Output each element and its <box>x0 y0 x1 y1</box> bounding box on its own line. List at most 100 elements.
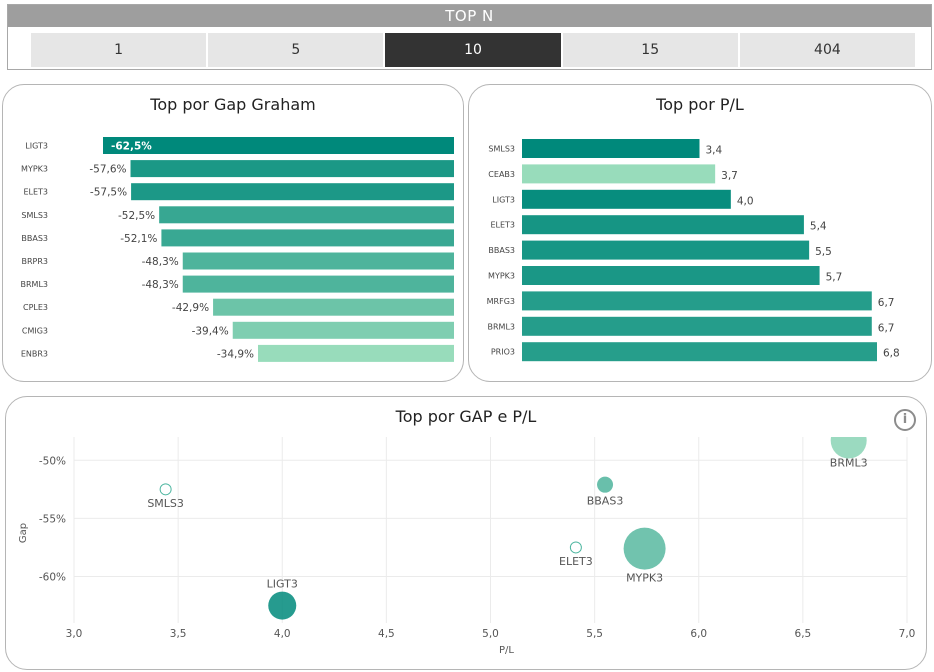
scatter-point-label: SMLS3 <box>147 497 184 510</box>
pl-value-label: 6,7 <box>878 322 895 334</box>
pl-bar <box>522 240 810 260</box>
gap-category-label: ENBR3 <box>21 349 48 358</box>
scatter-points <box>159 422 867 620</box>
pl-bar <box>522 189 731 209</box>
pl-category-label: BBAS3 <box>488 246 515 255</box>
gap-graham-chart: LIGT3 -62,5% MYPK3 -57,6% ELET3 -57,5% SMLS3 -5… <box>21 137 454 362</box>
scatter-point-label: LIGT3 <box>267 578 298 591</box>
gap-category-label: MYPK3 <box>21 165 48 174</box>
pl-bar <box>522 291 872 311</box>
gap-value-label: -34,9% <box>217 348 254 360</box>
top-n-option-404[interactable]: 404 <box>739 33 916 67</box>
top-n-header: TOP N <box>8 5 931 27</box>
pl-bar <box>522 342 877 362</box>
gap-bar <box>103 137 454 154</box>
info-icon[interactable]: i <box>894 409 916 431</box>
gap-bar <box>213 298 454 316</box>
gap-value-label: -42,9% <box>172 302 209 314</box>
top-n-options: 1 5 10 15 404 <box>31 33 916 67</box>
gap-bar <box>182 252 454 270</box>
gap-bar <box>232 321 454 339</box>
pl-bar <box>522 215 804 235</box>
pl-category-label: PRIO3 <box>491 348 515 357</box>
pl-category-label: LIGT3 <box>492 195 515 204</box>
scatter-point[interactable] <box>569 541 582 554</box>
gap-category-label: BBAS3 <box>21 234 48 243</box>
pl-bar <box>522 164 716 184</box>
top-n-option-15[interactable]: 15 <box>562 33 738 67</box>
pl-chart: SMLS3 3,4 CEAB3 3,7 LIGT3 4,0 ELET3 5,4 BBAS3 5,5… <box>487 139 900 362</box>
x-tick-label: 4,5 <box>378 628 395 640</box>
gap-value-label: -62,5% <box>111 141 152 153</box>
gap-category-label: CMIG3 <box>22 326 48 335</box>
x-tick-label: 5,5 <box>586 628 603 640</box>
pl-category-label: MRFG3 <box>487 297 515 306</box>
gap-category-label: LIGT3 <box>25 142 48 151</box>
y-tick-label: -60% <box>39 572 66 584</box>
pl-value-label: 5,7 <box>826 272 843 284</box>
y-tick-label: -55% <box>39 513 66 525</box>
gap-pl-scatter-chart: 3,0 3,5 4,0 4,5 5,0 5,5 6,0 6,5 7,0 -50% -55% -60% P… <box>18 422 916 656</box>
x-tick-label: 5,0 <box>482 628 499 640</box>
gap-value-label: -57,6% <box>89 164 126 176</box>
scatter-point-label: BRML3 <box>830 456 868 469</box>
gap-bar <box>258 344 454 362</box>
scatter-point-label: ELET3 <box>559 555 593 568</box>
top-n-option-10[interactable]: 10 <box>385 33 561 67</box>
y-axis-title: Gap <box>18 523 29 543</box>
pl-category-label: SMLS3 <box>488 145 515 154</box>
scatter-point-label: MYPK3 <box>626 572 663 585</box>
pl-category-label: BRML3 <box>488 322 516 331</box>
gap-value-label: -52,5% <box>118 210 155 222</box>
pl-value-label: 6,7 <box>878 297 895 309</box>
scatter-point[interactable] <box>597 476 614 493</box>
gap-value-label: -52,1% <box>120 233 157 245</box>
gap-bar <box>161 229 454 247</box>
gap-category-label: SMLS3 <box>21 211 48 220</box>
gap-graham-title: Top por Gap Graham <box>150 95 316 114</box>
gap-graham-card: Top por Gap Graham LIGT3 -62,5% MYPK3 -57,6… <box>2 84 464 382</box>
gap-bar <box>159 206 454 224</box>
scatter-point[interactable] <box>830 422 867 459</box>
top-n-option-1[interactable]: 1 <box>31 33 207 67</box>
pl-value-label: 4,0 <box>737 195 754 207</box>
gap-category-label: BRPR3 <box>21 257 48 266</box>
x-tick-label: 6,5 <box>795 628 812 640</box>
pl-value-label: 3,4 <box>706 145 723 157</box>
scatter-point[interactable] <box>623 527 666 570</box>
x-tick-label: 3,5 <box>170 628 187 640</box>
x-tick-label: 7,0 <box>899 628 916 640</box>
top-n-slicer: TOP N 1 5 10 15 404 <box>7 4 932 70</box>
pl-bar <box>522 266 820 285</box>
scatter-point[interactable] <box>159 483 172 496</box>
x-axis-title: P/L <box>499 645 514 656</box>
pl-value-label: 5,4 <box>810 221 827 233</box>
x-tick-label: 3,0 <box>66 628 83 640</box>
pl-value-label: 3,7 <box>721 170 738 182</box>
gap-bar <box>131 183 454 201</box>
scatter-title: Top por GAP e P/L <box>395 407 537 426</box>
gap-category-label: ELET3 <box>23 188 48 197</box>
x-tick-label: 4,0 <box>274 628 291 640</box>
gap-value-label: -48,3% <box>142 279 179 291</box>
pl-title: Top por P/L <box>656 95 744 114</box>
gap-bar <box>182 275 454 293</box>
pl-value-label: 6,8 <box>883 348 900 360</box>
scatter-point[interactable] <box>268 591 297 620</box>
pl-category-label: ELET3 <box>490 221 515 230</box>
scatter-point-label: BBAS3 <box>587 495 624 508</box>
gap-category-label: BRML3 <box>21 280 49 289</box>
pl-bar <box>522 316 872 336</box>
top-n-option-5[interactable]: 5 <box>208 33 384 67</box>
pl-value-label: 5,5 <box>815 246 832 258</box>
pl-bar <box>522 139 700 158</box>
gap-category-label: CPLE3 <box>23 303 48 312</box>
y-tick-label: -50% <box>39 455 66 467</box>
gap-bar <box>130 160 454 178</box>
pl-category-label: MYPK3 <box>488 272 515 281</box>
gap-value-label: -57,5% <box>90 187 127 199</box>
pl-category-label: CEAB3 <box>488 170 515 179</box>
gap-value-label: -39,4% <box>192 325 229 337</box>
gap-value-label: -48,3% <box>142 256 179 268</box>
pl-card: Top por P/L SMLS3 3,4 CEAB3 3,7 LIGT3 4,0 ELET… <box>468 84 932 382</box>
